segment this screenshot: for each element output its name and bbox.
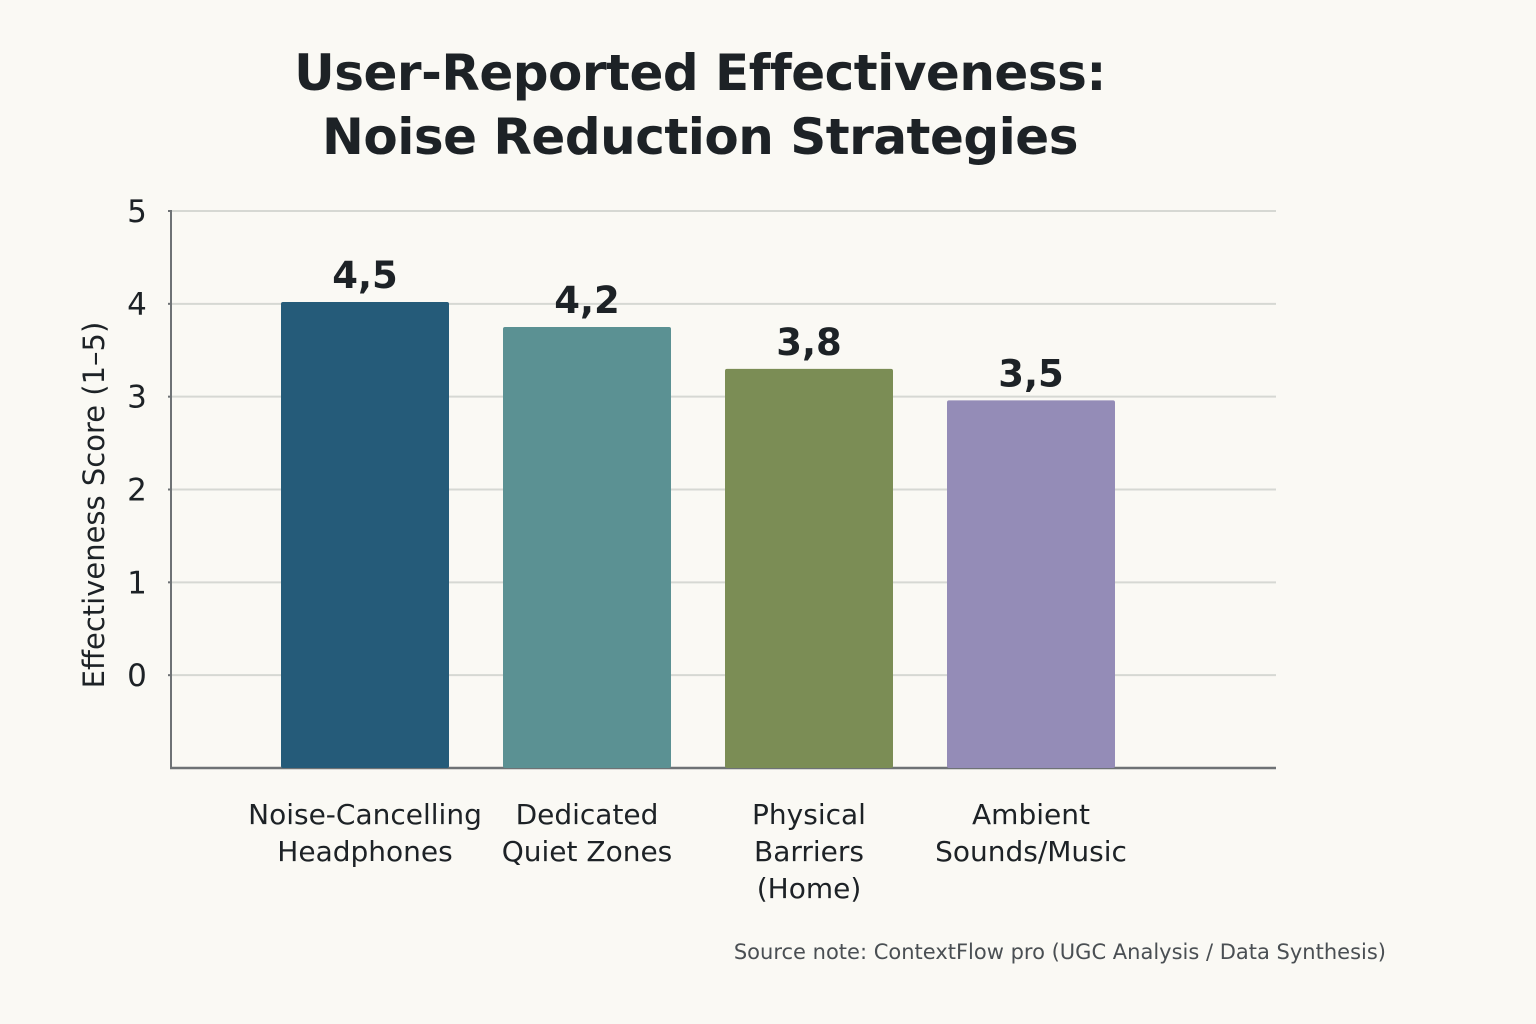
bars [281, 301, 1115, 768]
data-labels: 4,5 4,2 3,8 3,5 [332, 254, 1064, 395]
chart-title-line-1: User-Reported Effectiveness: [294, 44, 1106, 102]
bar-value-label: 4,2 [554, 279, 620, 322]
chart-title-line-2: Noise Reduction Strategies [322, 108, 1078, 166]
bar-value-label: 3,8 [776, 321, 842, 364]
y-tick-label: 5 [127, 194, 147, 230]
bar [947, 400, 1115, 768]
y-tick-label: 2 [127, 473, 147, 509]
y-tick-label: 4 [127, 287, 147, 323]
y-axis-title: Effectiveness Score (1–5) [77, 322, 111, 689]
y-tick-labels: 0 1 2 3 4 5 [127, 194, 147, 694]
y-tick-label: 1 [127, 565, 147, 601]
x-category-label: Ambient Sounds/Music [935, 798, 1127, 868]
source-note: Source note: ContextFlow pro (UGC Analys… [733, 940, 1386, 964]
y-tick-label: 0 [127, 658, 147, 694]
bar [503, 327, 671, 768]
bar [281, 301, 449, 768]
bar-value-label: 4,5 [332, 254, 398, 297]
x-category-label: Dedicated Quiet Zones [501, 798, 673, 868]
x-category-label: Noise-Cancelling Headphones [248, 798, 482, 868]
y-tick-label: 3 [127, 380, 147, 416]
x-category-label: Physical Barriers (Home) [752, 798, 866, 905]
bar-value-label: 3,5 [998, 352, 1064, 395]
bar [725, 368, 893, 768]
